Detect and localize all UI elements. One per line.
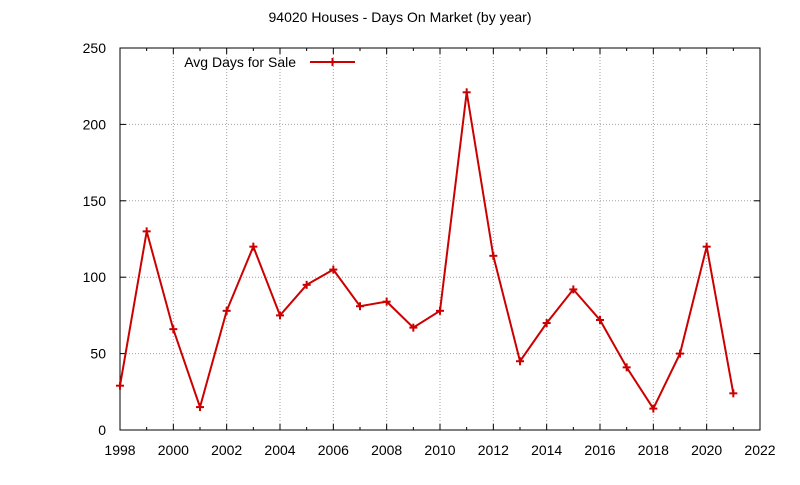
grid <box>120 48 760 430</box>
y-tick-label: 250 <box>83 40 107 56</box>
y-tick-label: 200 <box>83 116 107 132</box>
data-point <box>569 285 578 294</box>
x-tick-label: 2016 <box>584 442 615 458</box>
series-group <box>116 88 738 413</box>
axes: 1998 2000 2002 2004 2006 2008 2010 2012 2014 2016… <box>83 40 776 458</box>
data-point <box>409 323 418 332</box>
data-point <box>676 349 684 358</box>
x-tick-label: 2018 <box>638 442 669 458</box>
x-tick-label: 2022 <box>744 442 775 458</box>
data-point <box>702 242 711 251</box>
data-point <box>436 306 444 315</box>
legend-label: Avg Days for Sale <box>184 54 296 70</box>
data-point <box>222 306 231 315</box>
x-tick-label: 1998 <box>104 442 135 458</box>
data-point <box>116 381 124 390</box>
x-tick-label: 2020 <box>691 442 722 458</box>
data-point <box>729 389 738 398</box>
data-point <box>249 242 258 251</box>
data-point <box>622 363 631 372</box>
legend: Avg Days for Sale <box>184 54 355 70</box>
data-point <box>462 88 471 97</box>
x-tick-label: 2000 <box>158 442 189 458</box>
chart-title: 94020 Houses - Days On Market (by year) <box>269 9 532 25</box>
x-tick-label: 2012 <box>478 442 509 458</box>
data-point <box>596 315 604 324</box>
x-tick-label: 2008 <box>371 442 402 458</box>
x-tick-label: 2014 <box>531 442 562 458</box>
x-tick-label: 2002 <box>211 442 242 458</box>
data-point <box>196 403 204 412</box>
data-point <box>142 227 151 236</box>
y-tick-label: 0 <box>98 422 106 438</box>
data-point <box>276 311 284 320</box>
data-point <box>356 302 364 311</box>
data-point <box>516 357 524 366</box>
data-point <box>169 325 178 334</box>
x-tick-label: 2010 <box>424 442 455 458</box>
y-tick-label: 150 <box>83 193 107 209</box>
data-point <box>649 404 658 413</box>
data-point <box>489 251 498 260</box>
series-line <box>119 92 735 411</box>
data-point <box>329 265 338 274</box>
x-tick-label: 2004 <box>264 442 295 458</box>
data-point <box>302 280 311 289</box>
x-tick-label: 2006 <box>318 442 349 458</box>
y-tick-label: 100 <box>83 269 107 285</box>
y-tick-label: 50 <box>90 346 106 362</box>
data-point <box>542 319 551 328</box>
data-point <box>382 297 391 306</box>
